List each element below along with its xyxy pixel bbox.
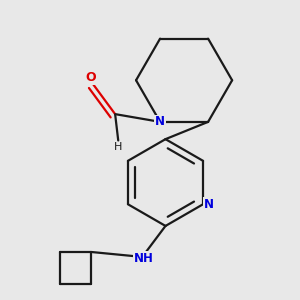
Text: NH: NH [134, 252, 154, 265]
Text: N: N [204, 198, 214, 211]
Text: H: H [114, 142, 122, 152]
Text: O: O [85, 71, 96, 84]
Text: N: N [155, 116, 165, 128]
